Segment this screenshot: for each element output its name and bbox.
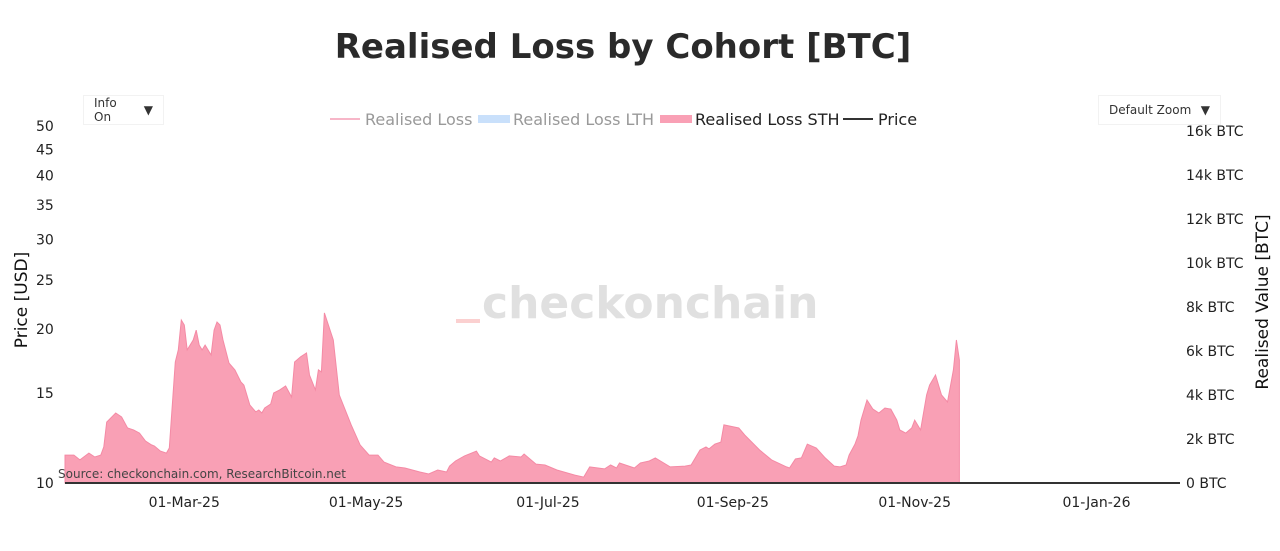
- legend-item[interactable]: Realised Loss STH: [695, 110, 840, 129]
- legend-item[interactable]: Realised Loss: [365, 110, 472, 129]
- info-toggle-dropdown[interactable]: Info On ▼: [83, 95, 164, 125]
- chart-title: Realised Loss by Cohort [BTC]: [334, 27, 912, 67]
- source-note: Source: checkonchain.com, ResearchBitcoi…: [58, 467, 346, 481]
- legend: Realised Loss Realised Loss LTH Realised L…: [330, 110, 917, 129]
- x-tick-label: 01-Nov-25: [878, 495, 951, 511]
- y-left-tick-label: 10: [36, 476, 54, 492]
- y-left-tick-label: 40: [36, 168, 54, 184]
- y-left-tick-label: 30: [36, 232, 54, 248]
- y-right-tick-label: 12k BTC: [1186, 212, 1244, 228]
- caret-down-icon: ▼: [143, 103, 153, 117]
- y-left-tick-label: 50: [36, 119, 54, 135]
- x-tick-label: 01-Mar-25: [149, 495, 220, 511]
- y-left-tick-label: 45: [36, 142, 54, 158]
- y-right-tick-label: 8k BTC: [1186, 300, 1235, 316]
- sth-area: [64, 312, 960, 484]
- legend-item[interactable]: Realised Loss LTH: [513, 110, 654, 129]
- caret-down-icon: ▼: [1200, 103, 1210, 117]
- y-right-tick-label: 4k BTC: [1186, 388, 1235, 404]
- y-right-tick-label: 2k BTC: [1186, 432, 1235, 448]
- info-toggle-label: Info On: [94, 96, 117, 124]
- y-left-tick-label: 15: [36, 386, 54, 402]
- y-left-tick-label: 20: [36, 322, 54, 338]
- y-axis-left-label: Price [USD]: [12, 252, 32, 348]
- legend-swatch-2: [660, 115, 692, 123]
- watermark: checkonchain: [482, 278, 818, 329]
- y-right-tick-label: 6k BTC: [1186, 344, 1235, 360]
- legend-item[interactable]: Price: [878, 110, 917, 129]
- x-tick-label: 01-May-25: [329, 495, 403, 511]
- zoom-dropdown[interactable]: Default Zoom ▼: [1098, 95, 1221, 125]
- y-right-tick-label: 16k BTC: [1186, 124, 1244, 140]
- x-tick-label: 01-Jul-25: [516, 495, 579, 511]
- y-left-tick-label: 35: [36, 198, 54, 214]
- y-right-tick-label: 0 BTC: [1186, 476, 1227, 492]
- y-right-tick-label: 14k BTC: [1186, 168, 1244, 184]
- x-tick-label: 01-Jan-26: [1062, 495, 1130, 511]
- legend-swatch-1: [478, 115, 510, 123]
- y-left-tick-label: 25: [36, 273, 54, 289]
- y-axis-right-label: Realised Value [BTC]: [1253, 214, 1273, 389]
- x-tick-label: 01-Sep-25: [697, 495, 769, 511]
- watermark-logo-bar: [456, 319, 480, 323]
- y-right-tick-label: 10k BTC: [1186, 256, 1244, 272]
- zoom-label: Default Zoom: [1109, 103, 1192, 117]
